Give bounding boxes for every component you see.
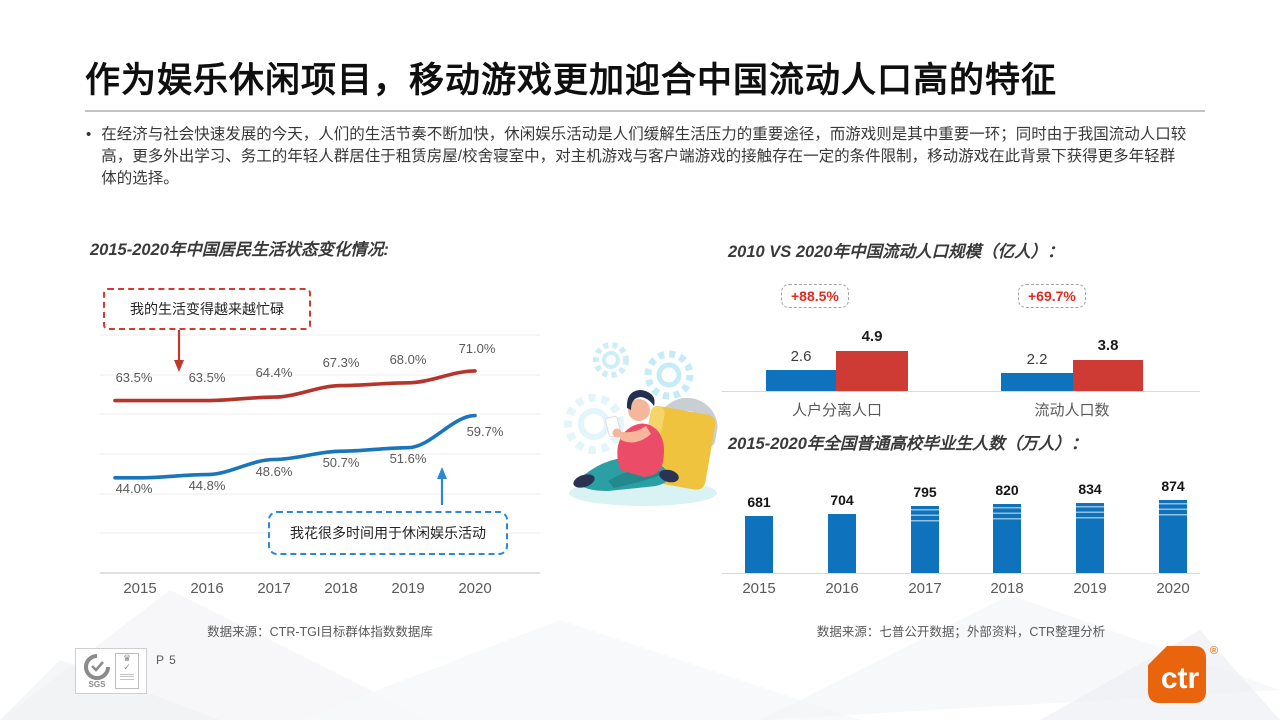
grad-bar-2019 <box>1076 503 1104 573</box>
x-tick: 2019 <box>1073 580 1107 597</box>
x-tick: 2019 <box>391 580 425 597</box>
migrant-axis-line <box>722 391 1200 392</box>
bar-2020-floating <box>1073 360 1143 391</box>
point-label: 71.0% <box>458 341 496 356</box>
series-busy-life-line <box>113 369 477 403</box>
point-label: 67.3% <box>322 355 360 370</box>
point-label: 64.4% <box>255 365 293 380</box>
graduates-axis-line <box>722 573 1200 574</box>
growth-badge: +88.5% <box>781 284 849 308</box>
title-divider <box>85 110 1205 112</box>
grad-bar-2016 <box>828 514 856 573</box>
bar-value: 874 <box>1161 478 1185 494</box>
x-tick: 2016 <box>190 580 224 597</box>
bar-value: 834 <box>1078 481 1102 497</box>
series-leisure-time-line <box>113 413 477 480</box>
migrant-chart-title: 2010 VS 2020年中国流动人口规模（亿人）： <box>728 243 1064 261</box>
bar-value: 4.9 <box>861 328 883 345</box>
grad-bar-2015 <box>745 516 773 573</box>
x-tick: 2020 <box>458 580 492 597</box>
callout-leisure-time: 我花很多时间用于休闲娱乐活动 <box>268 511 508 555</box>
bar-2010-floating <box>1001 373 1073 391</box>
grad-bar-2018 <box>993 504 1021 573</box>
annotation-arrow-red <box>174 330 184 372</box>
svg-text:SGS: SGS <box>89 680 107 689</box>
bar-value: 3.8 <box>1097 337 1119 354</box>
x-tick: 2016 <box>825 580 859 597</box>
x-tick: 2018 <box>990 580 1024 597</box>
x-tick: 2015 <box>123 580 157 597</box>
graduates-chart-title: 2015-2020年全国普通高校毕业生人数（万人）： <box>728 435 1088 453</box>
bar-value: 820 <box>995 482 1019 498</box>
ctr-logo: ctr <box>1148 646 1206 703</box>
point-label: 44.8% <box>188 478 226 493</box>
point-label: 51.6% <box>389 451 427 466</box>
bar-value: 704 <box>830 492 854 508</box>
growth-badge: +69.7% <box>1018 284 1086 308</box>
check-icon: ✓ <box>123 662 131 672</box>
certification-logos: SGS ♛ ✓ <box>75 648 147 694</box>
annotation-arrow-blue <box>437 467 447 505</box>
registered-trademark-symbol: ® <box>1210 645 1219 657</box>
bar-highlight-stripes <box>911 509 939 524</box>
point-label: 48.6% <box>255 464 293 479</box>
bar-highlight-stripes <box>993 507 1021 522</box>
bar-highlight-stripes <box>1076 506 1104 521</box>
sgs-certification-icon: SGS <box>84 654 110 689</box>
point-label: 44.0% <box>115 481 153 496</box>
bar-2010-separated <box>766 370 836 391</box>
point-label: 68.0% <box>389 352 427 367</box>
grad-bar-2020 <box>1159 500 1187 573</box>
x-tick: 2020 <box>1156 580 1190 597</box>
x-tick: 2015 <box>742 580 776 597</box>
point-label: 59.7% <box>466 424 504 439</box>
intro-paragraph: • 在经济与社会快速发展的今天，人们的生活节奏不断加快，休闲娱乐活动是人们缓解生… <box>86 124 1191 190</box>
x-tick: 2018 <box>324 580 358 597</box>
bar-highlight-stripes <box>1159 503 1187 518</box>
crown-icon: ♛ <box>122 653 132 663</box>
ukas-certification-icon: ♛ ✓ <box>115 653 139 689</box>
x-tick: 2017 <box>257 580 291 597</box>
bar-value: 681 <box>747 494 771 510</box>
bar-value: 2.2 <box>1026 351 1048 368</box>
page-number: P 5 <box>156 653 177 667</box>
graduates-chart-source: 数据来源：七普公开数据；外部资料，CTR整理分析 <box>816 625 1106 639</box>
seated-person <box>573 390 679 491</box>
person-with-phone-lock-illustration <box>564 342 718 506</box>
category-label: 人户分离人口 <box>791 402 883 419</box>
x-tick: 2017 <box>908 580 942 597</box>
point-label: 63.5% <box>188 370 226 385</box>
point-label: 63.5% <box>115 370 153 385</box>
intro-text: 在经济与社会快速发展的今天，人们的生活节奏不断加快，休闲娱乐活动是人们缓解生活压… <box>101 126 1187 187</box>
bar-2020-separated <box>836 351 908 391</box>
callout-busy-life: 我的生活变得越来越忙碌 <box>103 288 311 330</box>
svg-text:ctr: ctr <box>1161 662 1200 695</box>
category-label: 流动人口数 <box>1034 402 1110 419</box>
grad-bar-2017 <box>911 506 939 573</box>
point-label: 50.7% <box>322 455 360 470</box>
line-chart-title: 2015-2020年中国居民生活状态变化情况: <box>90 241 389 259</box>
bar-value: 2.6 <box>790 348 812 365</box>
page-title: 作为娱乐休闲项目，移动游戏更加迎合中国流动人口高的特征 <box>85 61 1058 100</box>
line-chart-source: 数据来源：CTR-TGI目标群体指数数据库 <box>207 625 433 639</box>
bullet-marker: • <box>86 126 92 143</box>
bar-value: 795 <box>913 484 937 500</box>
